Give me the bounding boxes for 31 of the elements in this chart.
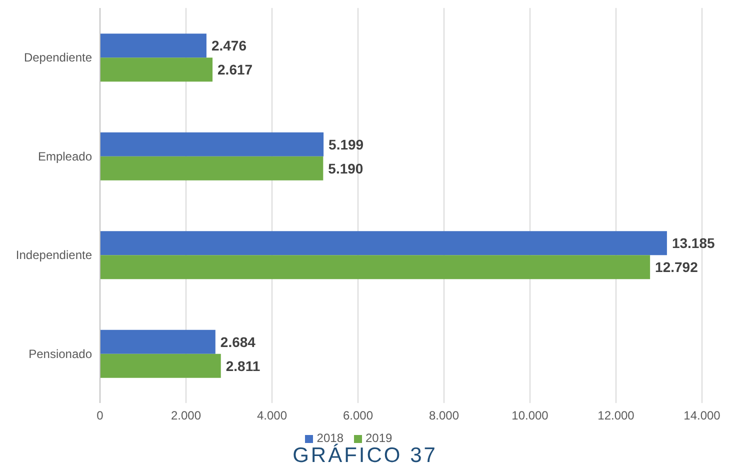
bar bbox=[100, 330, 216, 354]
bar bbox=[100, 354, 221, 378]
legend-label: 2018 bbox=[316, 431, 344, 445]
x-tick-label: 10.000 bbox=[512, 408, 549, 423]
legend-label: 2019 bbox=[366, 431, 392, 445]
y-tick-label: Empleado bbox=[38, 149, 92, 164]
x-tick-label: 2.000 bbox=[170, 408, 202, 423]
x-tick-label: 14.000 bbox=[684, 408, 721, 423]
data-label: 2.684 bbox=[220, 334, 256, 350]
bar bbox=[100, 255, 650, 280]
x-tick-label: 6.000 bbox=[342, 408, 374, 423]
x-tick-label: 12.000 bbox=[598, 408, 635, 423]
text: GRÁFICO 37 bbox=[292, 444, 438, 468]
x-tick-label: 0 bbox=[96, 408, 104, 423]
x-tick-label: 8.000 bbox=[428, 408, 460, 423]
bar bbox=[100, 34, 206, 58]
data-label: 2.811 bbox=[226, 358, 260, 374]
bar bbox=[100, 231, 667, 256]
data-label: 5.190 bbox=[328, 160, 364, 176]
bar bbox=[100, 58, 213, 82]
x-tick-label: 4.000 bbox=[256, 408, 288, 423]
data-label: 2.476 bbox=[211, 38, 247, 54]
y-tick-label: Pensionado bbox=[28, 346, 92, 361]
data-label: 12.792 bbox=[655, 259, 698, 276]
y-tick-label: Independiente bbox=[16, 248, 92, 262]
data-label: 13.185 bbox=[672, 235, 715, 252]
data-label: 5.199 bbox=[328, 136, 364, 152]
bar bbox=[100, 132, 324, 156]
y-tick-label: Dependiente bbox=[24, 50, 92, 65]
bar bbox=[100, 156, 324, 180]
data-label: 2.617 bbox=[218, 62, 253, 78]
